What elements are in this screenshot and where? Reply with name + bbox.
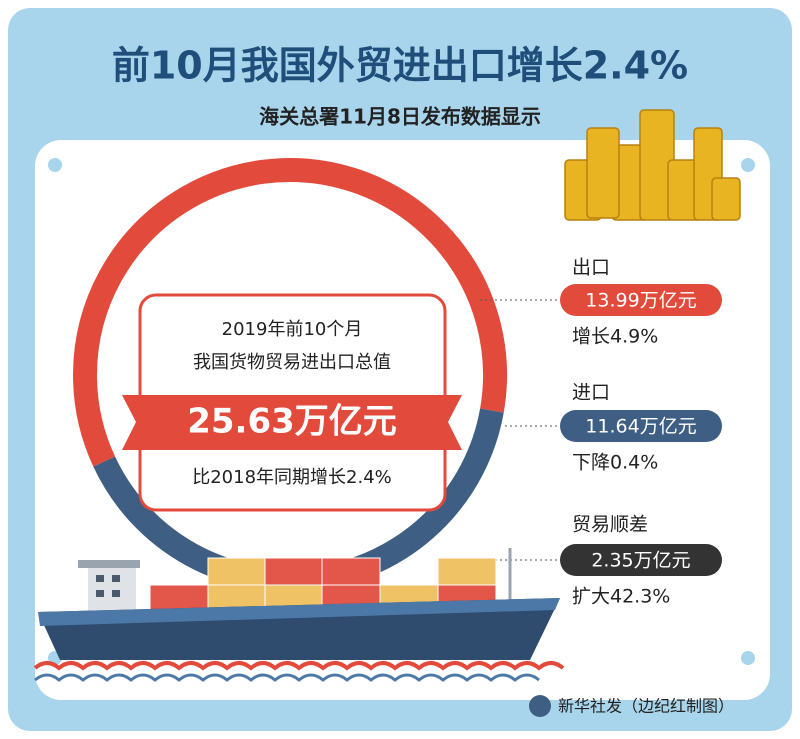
subtitle: 海关总署11月8日发布数据显示 xyxy=(259,105,541,129)
center-line: 2019年前10个月 xyxy=(222,319,363,340)
pill xyxy=(560,410,722,442)
ribbon xyxy=(122,395,462,450)
logo xyxy=(529,695,551,717)
dot xyxy=(48,158,62,172)
ship xyxy=(38,548,560,660)
pill xyxy=(560,284,722,316)
pill xyxy=(560,544,722,576)
center-line: 我国货物贸易进出口总值 xyxy=(193,352,391,373)
waves xyxy=(34,673,540,682)
dot xyxy=(741,651,755,665)
waves xyxy=(33,661,565,671)
item-change: 下降0.4% xyxy=(572,452,658,474)
coins xyxy=(564,109,741,221)
footer: 新华社发（边纪红制图） xyxy=(558,697,734,716)
item-value: 11.64万亿元 xyxy=(585,416,696,438)
item-value: 2.35万亿元 xyxy=(591,550,690,572)
item-change: 增长4.9% xyxy=(572,326,658,348)
center-change: 比2018年同期增长2.4% xyxy=(192,467,392,488)
item-label: 贸易顺差 xyxy=(572,514,648,536)
ring-export xyxy=(73,158,508,467)
title: 前10月我国外贸进出口增长2.4% xyxy=(112,44,688,88)
center-total: 25.63万亿元 xyxy=(187,402,397,442)
item-change: 扩大42.3% xyxy=(572,586,670,608)
item-label: 出口 xyxy=(572,257,610,279)
item-value: 13.99万亿元 xyxy=(585,290,696,312)
dot xyxy=(741,158,755,172)
item-label: 进口 xyxy=(572,382,610,404)
